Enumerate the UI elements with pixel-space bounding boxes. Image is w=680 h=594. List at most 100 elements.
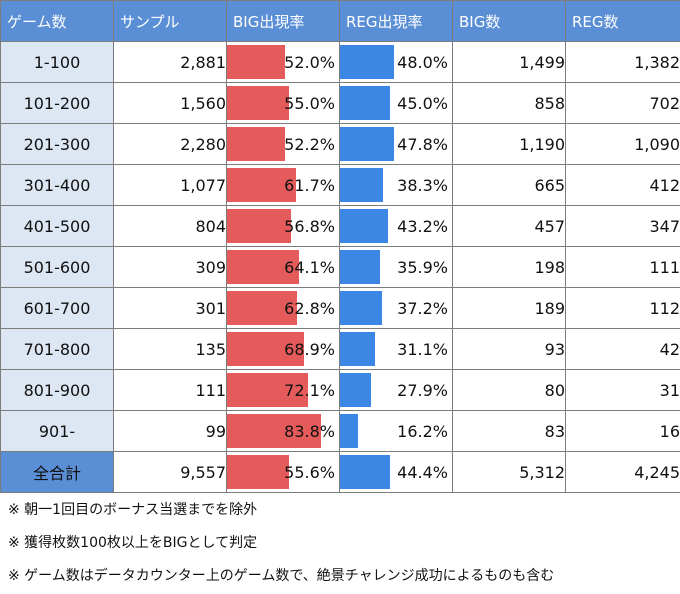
big-rate-bar [227, 332, 305, 366]
reg-count: 31 [565, 369, 680, 411]
big-count: 1,190 [452, 123, 566, 165]
big-rate-label: 83.8% [284, 421, 335, 441]
header-reg-rate: REG出現率 [339, 0, 453, 42]
reg-rate-bar [340, 455, 390, 489]
big-rate-label: 72.1% [284, 380, 335, 400]
big-rate-label: 61.7% [284, 175, 335, 195]
table-row: 101-200 1,560 55.0% 45.0% 858 702 [0, 82, 680, 124]
table-row: 701-800 135 68.9% 31.1% 93 42 [0, 328, 680, 370]
big-rate-bar [227, 250, 299, 284]
game-range: 501-600 [0, 246, 114, 288]
game-range: 901- [0, 410, 114, 452]
sample-count: 804 [113, 205, 227, 247]
big-rate-bar [227, 209, 291, 243]
sample-count: 9,557 [113, 451, 227, 493]
big-rate-cell: 64.1% [226, 246, 340, 288]
big-rate-cell: 52.0% [226, 41, 340, 83]
reg-rate-bar [340, 414, 359, 448]
table-row: 201-300 2,280 52.2% 47.8% 1,190 1,090 [0, 123, 680, 165]
header-samples: サンプル [113, 0, 227, 42]
sample-count: 2,881 [113, 41, 227, 83]
reg-rate-cell: 16.2% [339, 410, 453, 452]
table-row: 301-400 1,077 61.7% 38.3% 665 412 [0, 164, 680, 206]
big-rate-label: 55.0% [284, 93, 335, 113]
big-rate-cell: 52.2% [226, 123, 340, 165]
reg-rate-cell: 48.0% [339, 41, 453, 83]
header-games: ゲーム数 [0, 0, 114, 42]
big-count: 1,499 [452, 41, 566, 83]
reg-count: 16 [565, 410, 680, 452]
game-range: 601-700 [0, 287, 114, 329]
big-count: 858 [452, 82, 566, 124]
reg-rate-bar [340, 332, 375, 366]
reg-rate-label: 44.4% [397, 462, 448, 482]
reg-count: 702 [565, 82, 680, 124]
reg-count: 412 [565, 164, 680, 206]
sample-count: 309 [113, 246, 227, 288]
reg-rate-label: 48.0% [397, 52, 448, 72]
big-rate-label: 68.9% [284, 339, 335, 359]
reg-rate-bar [340, 291, 382, 325]
big-rate-bar [227, 414, 321, 448]
footnotes: ※ 朝一1回目のボーナス当選までを除外 ※ 獲得枚数100枚以上をBIGとして判… [8, 494, 678, 593]
big-rate-bar [227, 168, 297, 202]
sample-count: 1,077 [113, 164, 227, 206]
reg-count: 1,382 [565, 41, 680, 83]
reg-rate-label: 37.2% [397, 298, 448, 318]
sample-count: 1,560 [113, 82, 227, 124]
reg-count: 42 [565, 328, 680, 370]
reg-rate-cell: 47.8% [339, 123, 453, 165]
game-range: 701-800 [0, 328, 114, 370]
game-range: 401-500 [0, 205, 114, 247]
game-range: 101-200 [0, 82, 114, 124]
total-row: 全合計 9,557 55.6% 44.4% 5,312 4,245 [0, 451, 680, 493]
reg-count: 1,090 [565, 123, 680, 165]
big-count: 80 [452, 369, 566, 411]
table-row: 901- 99 83.8% 16.2% 83 16 [0, 410, 680, 452]
big-rate-bar [227, 86, 289, 120]
reg-count: 111 [565, 246, 680, 288]
reg-rate-cell: 27.9% [339, 369, 453, 411]
header-big-count: BIG数 [452, 0, 566, 42]
reg-rate-bar [340, 250, 381, 284]
footnote: ※ ゲーム数はデータカウンター上のゲーム数で、絶景チャレンジ成功によるものも含む [8, 568, 555, 584]
big-rate-label: 55.6% [284, 462, 335, 482]
big-rate-label: 52.2% [284, 134, 335, 154]
reg-rate-label: 16.2% [397, 421, 448, 441]
reg-rate-cell: 31.1% [339, 328, 453, 370]
big-rate-label: 64.1% [284, 257, 335, 277]
big-rate-cell: 83.8% [226, 410, 340, 452]
reg-rate-label: 31.1% [397, 339, 448, 359]
reg-rate-label: 35.9% [397, 257, 448, 277]
big-rate-bar [227, 291, 298, 325]
big-rate-bar [227, 127, 286, 161]
big-count: 457 [452, 205, 566, 247]
reg-rate-label: 27.9% [397, 380, 448, 400]
reg-rate-bar [340, 209, 389, 243]
big-count: 83 [452, 410, 566, 452]
footnote: ※ 朝一1回目のボーナス当選までを除外 [8, 502, 258, 518]
bonus-rate-table: ゲーム数 サンプル BIG出現率 REG出現率 BIG数 REG数 1-100 2… [0, 0, 680, 493]
reg-count: 4,245 [565, 451, 680, 493]
total-label: 全合計 [0, 451, 114, 493]
big-rate-bar [227, 373, 308, 407]
table-row: 401-500 804 56.8% 43.2% 457 347 [0, 205, 680, 247]
big-rate-cell: 55.0% [226, 82, 340, 124]
big-rate-bar [227, 45, 286, 79]
big-rate-cell: 68.9% [226, 328, 340, 370]
header-big-rate: BIG出現率 [226, 0, 340, 42]
table-row: 601-700 301 62.8% 37.2% 189 112 [0, 287, 680, 329]
game-range: 1-100 [0, 41, 114, 83]
table-row: 801-900 111 72.1% 27.9% 80 31 [0, 369, 680, 411]
reg-rate-bar [340, 168, 383, 202]
big-rate-bar [227, 455, 290, 489]
reg-rate-cell: 38.3% [339, 164, 453, 206]
table-row: 501-600 309 64.1% 35.9% 198 111 [0, 246, 680, 288]
header-row: ゲーム数 サンプル BIG出現率 REG出現率 BIG数 REG数 [0, 0, 680, 42]
sample-count: 2,280 [113, 123, 227, 165]
reg-rate-label: 43.2% [397, 216, 448, 236]
big-rate-cell: 56.8% [226, 205, 340, 247]
big-count: 189 [452, 287, 566, 329]
reg-rate-cell: 37.2% [339, 287, 453, 329]
